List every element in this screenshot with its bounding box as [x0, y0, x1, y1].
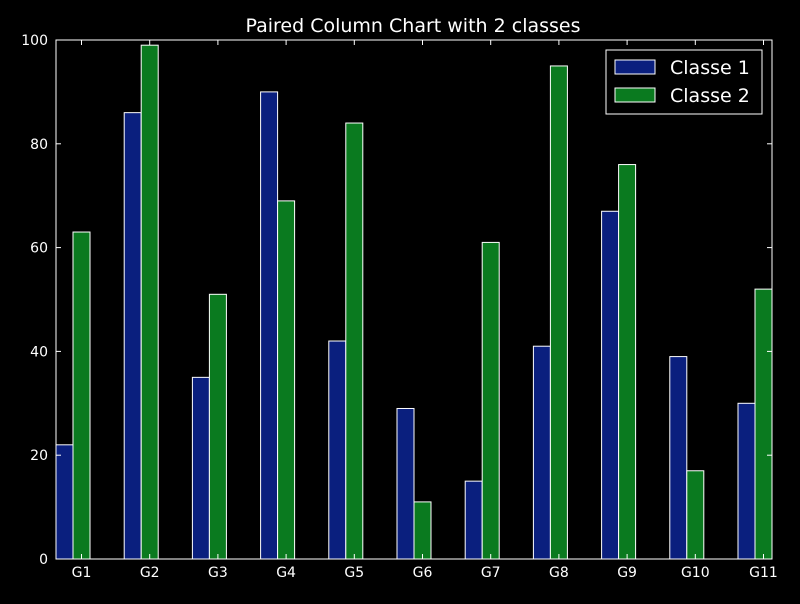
- bar-2-g7: [481, 241, 500, 560]
- bar-2-g4: [277, 200, 296, 560]
- bar-2-g3: [208, 293, 227, 560]
- bar-2-g11: [754, 288, 773, 560]
- legend-label-2: Classe 2: [670, 85, 750, 107]
- legend: Classe 1 Classe 2: [605, 49, 763, 115]
- bar-1-g11: [737, 402, 756, 560]
- chart-title: Paired Column Chart with 2 classes: [246, 15, 581, 37]
- bar-1-g9: [601, 210, 620, 560]
- x-tick-label: G8: [549, 565, 569, 581]
- bar-2-g10: [686, 470, 705, 560]
- bar-1-g8: [532, 345, 551, 560]
- x-tick-label: G7: [481, 565, 501, 581]
- bar-1-g3: [191, 376, 210, 560]
- bars-layer: [55, 44, 773, 560]
- y-tick-label: 20: [30, 448, 48, 464]
- bar-1-g10: [669, 356, 688, 560]
- y-tick-label: 0: [39, 552, 48, 568]
- bar-1-g4: [260, 91, 279, 560]
- bar-2-g1: [72, 231, 91, 560]
- y-tick-label: 60: [30, 241, 48, 257]
- x-tick-label: G10: [681, 565, 710, 581]
- x-tick-label: G5: [344, 565, 364, 581]
- bar-1-g6: [396, 407, 415, 560]
- legend-swatch-1: [614, 59, 656, 75]
- bar-2-g2: [140, 44, 159, 560]
- x-tick-label: G4: [276, 565, 296, 581]
- x-tick-label: G2: [140, 565, 160, 581]
- bar-1-g7: [464, 480, 483, 560]
- y-tick-label: 100: [21, 33, 48, 49]
- bar-2-g6: [413, 501, 432, 560]
- bar-1-g5: [328, 340, 347, 560]
- axes-layer: 0 20 40 60 80 100 G1 G2 G3 G4 G5 G6 G7 G8 G9 G10 G11: [21, 33, 778, 581]
- x-tick-label: G11: [749, 565, 778, 581]
- x-tick-label: G3: [208, 565, 228, 581]
- legend-swatch-2: [614, 87, 656, 103]
- x-tick-label: G1: [72, 565, 92, 581]
- bar-1-g1: [55, 444, 74, 560]
- plot-frame: [55, 39, 773, 560]
- x-tick-label: G9: [617, 565, 637, 581]
- bar-1-g2: [123, 112, 142, 560]
- bar-2-g8: [549, 65, 568, 560]
- bar-2-g5: [345, 122, 364, 560]
- y-tick-label: 80: [30, 137, 48, 153]
- bar-2-g9: [618, 164, 637, 560]
- x-tick-label: G6: [413, 565, 433, 581]
- y-tick-label: 40: [30, 344, 48, 360]
- legend-label-1: Classe 1: [670, 57, 750, 79]
